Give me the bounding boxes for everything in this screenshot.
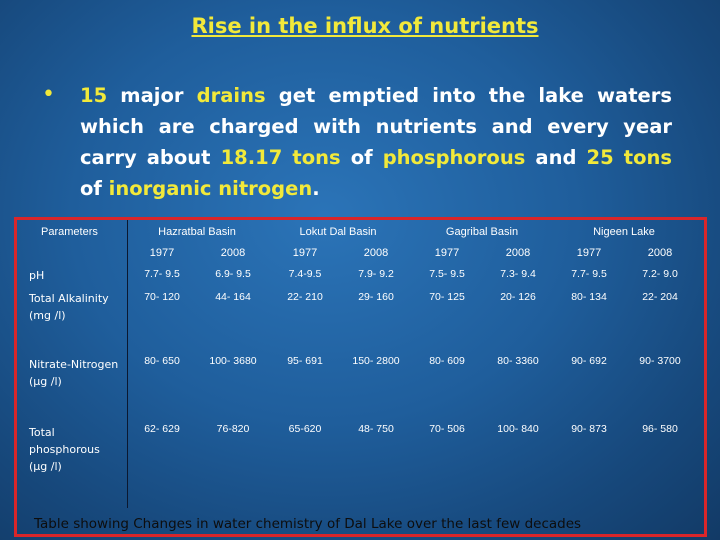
- data-table-border: [14, 217, 707, 537]
- table-cell: 90- 873: [571, 423, 607, 435]
- row-label-nitrate-nitrogen: Nitrate-Nitrogen (µg /l): [29, 358, 119, 388]
- nitrogen-amount: 25 tons: [586, 146, 672, 169]
- table-caption: Table showing Changes in water chemistry…: [34, 516, 582, 532]
- bullet-segment: and: [525, 146, 587, 169]
- table-cell: 7.4-9.5: [288, 268, 322, 280]
- table-cell: 22- 204: [642, 291, 678, 303]
- year-header: 2008: [647, 247, 673, 259]
- table-cell: 80- 3360: [497, 355, 539, 367]
- row-label-total-alkalinity: Total Alkalinity (mg /l): [29, 292, 109, 322]
- table-cell: 96- 580: [642, 423, 678, 435]
- table-cell: 100- 840: [497, 423, 539, 435]
- year-header: 1977: [149, 247, 175, 259]
- table-cell: 44- 164: [215, 291, 251, 303]
- table-cell: 7.5- 9.5: [429, 268, 465, 280]
- table-cell: 76-820: [216, 423, 250, 435]
- row-label-ph: pH: [29, 269, 45, 282]
- year-header: 1977: [434, 247, 460, 259]
- table-cell: 80- 650: [144, 355, 180, 367]
- table-cell: 7.7- 9.5: [571, 268, 607, 280]
- table-cell: 20- 126: [500, 291, 536, 303]
- year-header: 2008: [363, 247, 389, 259]
- bullet-segment: .: [312, 177, 320, 200]
- table-cell: 7.7- 9.5: [144, 268, 180, 280]
- table-cell: 95- 691: [287, 355, 323, 367]
- parameters-header: Parameters: [41, 226, 98, 238]
- row-label-total-phosphorous: Total phosphorous (µg /l): [29, 426, 100, 473]
- table-cell: 90- 692: [571, 355, 607, 367]
- bullet-dot-icon: •: [42, 82, 55, 107]
- basin-header-hazratbal: Hazratbal Basin: [158, 226, 236, 238]
- bullet-segment: major: [107, 84, 197, 107]
- basin-header-lokut-dal: Lokut Dal Basin: [299, 226, 377, 238]
- slide-title: Rise in the influx of nutrients: [191, 14, 539, 38]
- table-cell: 65-620: [288, 423, 322, 435]
- phosphorous-highlight: phosphorous: [382, 146, 526, 169]
- nitrogen-highlight: inorganic nitrogen: [108, 177, 313, 200]
- table-cell: 80- 609: [429, 355, 465, 367]
- bullet-segment: get emptied into the lake waters which a…: [80, 84, 672, 169]
- table-cell: 62- 629: [144, 423, 180, 435]
- phosphorous-amount: 18.17 tons: [220, 146, 341, 169]
- bullet-point: • 15 major drains get emptied into the l…: [42, 80, 672, 204]
- bullet-text: 15 major drains get emptied into the lak…: [80, 80, 672, 204]
- drains-highlight: drains: [196, 84, 266, 107]
- table-divider: [127, 220, 128, 508]
- table-cell: 7.3- 9.4: [500, 268, 536, 280]
- year-header: 1977: [576, 247, 602, 259]
- table-cell: 6.9- 9.5: [215, 268, 251, 280]
- bullet-segment: of: [340, 146, 383, 169]
- table-cell: 7.9- 9.2: [358, 268, 394, 280]
- basin-header-gagribal: Gagribal Basin: [445, 226, 519, 238]
- table-cell: 70- 125: [429, 291, 465, 303]
- basin-header-nigeen: Nigeen Lake: [593, 226, 655, 238]
- table-cell: 100- 3680: [209, 355, 257, 367]
- num-drains: 15: [80, 84, 108, 107]
- table-cell: 90- 3700: [639, 355, 681, 367]
- table-cell: 29- 160: [358, 291, 394, 303]
- year-header: 1977: [292, 247, 318, 259]
- table-cell: 7.2- 9.0: [642, 268, 678, 280]
- table-cell: 22- 210: [287, 291, 323, 303]
- table-cell: 150- 2800: [352, 355, 400, 367]
- year-header: 2008: [505, 247, 531, 259]
- table-cell: 80- 134: [571, 291, 607, 303]
- year-header: 2008: [220, 247, 246, 259]
- table-cell: 70- 120: [144, 291, 180, 303]
- table-cell: 48- 750: [358, 423, 394, 435]
- bullet-segment: of: [80, 177, 109, 200]
- table-cell: 70- 506: [429, 423, 465, 435]
